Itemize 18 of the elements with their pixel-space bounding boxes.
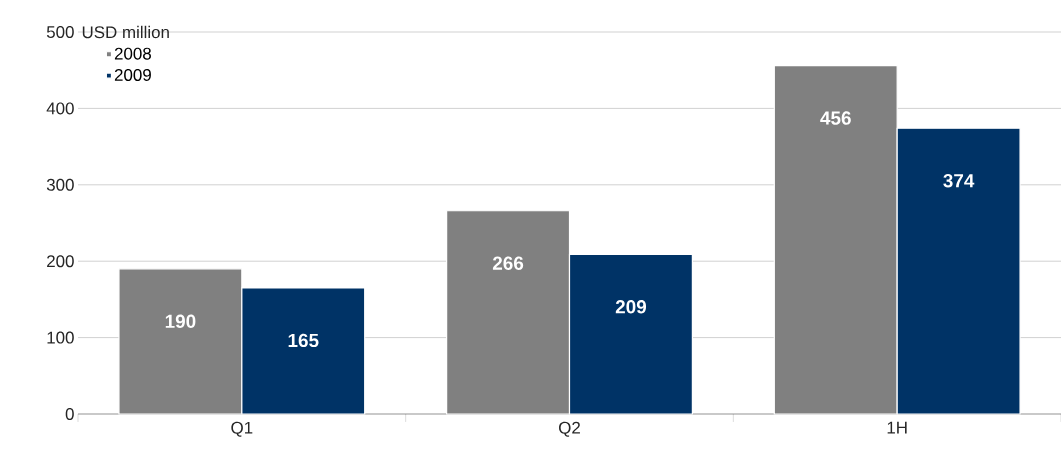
data-label: 165 [288, 333, 319, 348]
data-label: 190 [165, 314, 196, 329]
y-tick-label: 200 [47, 255, 74, 268]
x-tick-label: 1H [887, 421, 907, 434]
y-tick-label: 300 [46, 178, 74, 191]
data-label: 209 [615, 300, 647, 314]
y-tick-label: 400 [46, 102, 74, 115]
x-tick-label: Q2 [559, 421, 580, 437]
legend-label: 2008 [114, 47, 151, 60]
x-tick-label: Q1 [231, 421, 253, 437]
y-tick-label: 100 [47, 331, 74, 344]
y-tick-label: 500 [46, 26, 74, 38]
data-label: 266 [492, 256, 524, 270]
y-tick-label: 0 [65, 408, 74, 420]
legend-label: 2009 [114, 68, 151, 81]
data-label: 374 [943, 174, 975, 188]
y-axis-title: USD million [82, 25, 169, 39]
data-label: 456 [820, 111, 851, 125]
